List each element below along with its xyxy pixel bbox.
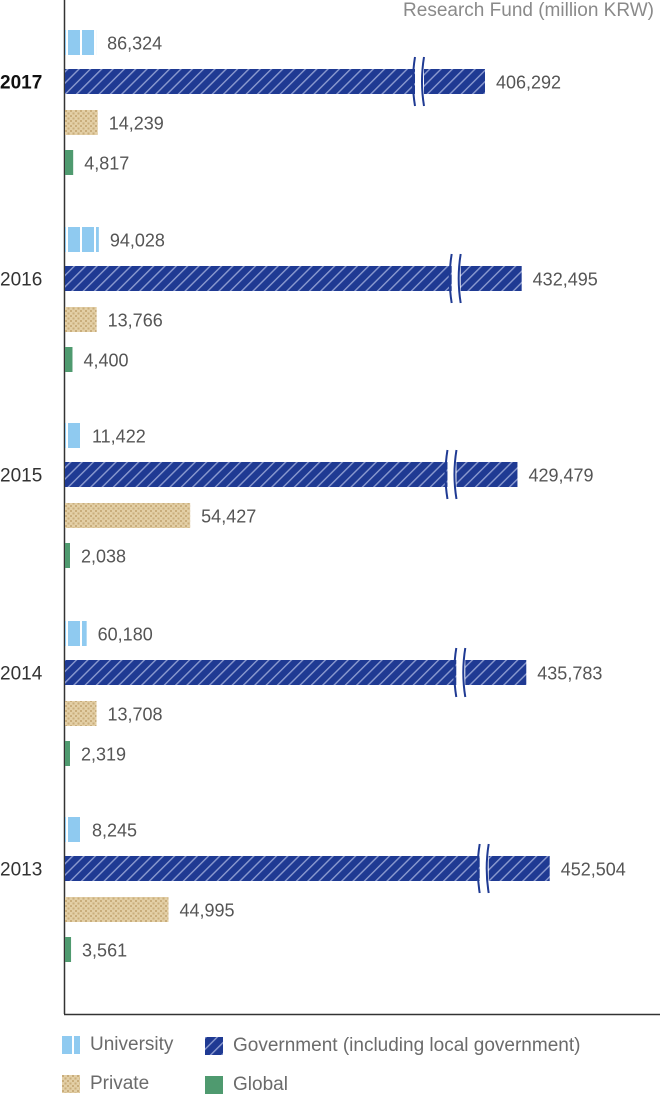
- bar-government-2014: [65, 660, 527, 685]
- bar-private-2015: [65, 503, 191, 528]
- axis-break-2016: [448, 253, 462, 304]
- unit-label: Research Fund (million KRW): [403, 0, 654, 21]
- bar-global-2014: [65, 741, 70, 766]
- bar-private-2017: [65, 110, 98, 135]
- axis-break-2014: [453, 647, 467, 698]
- legend-label-university: University: [90, 1034, 174, 1055]
- value-label-government-2016: 432,495: [533, 270, 598, 290]
- legend-label-global: Global: [233, 1074, 288, 1095]
- value-label-global-2013: 3,561: [82, 941, 127, 961]
- value-label-government-2014: 435,783: [537, 664, 602, 684]
- legend-swatch-government: [205, 1037, 223, 1055]
- category-label-2017: 2017: [0, 73, 42, 94]
- legend-item-private: Private: [62, 1073, 149, 1095]
- bar-global-2017: [65, 150, 74, 175]
- legend-item-government: Government (including local government): [205, 1035, 580, 1057]
- category-label-2014: 2014: [0, 664, 43, 685]
- bar-government-2016: [65, 266, 522, 291]
- value-label-private-2017: 14,239: [109, 114, 164, 134]
- bar-global-2016: [65, 347, 73, 372]
- value-label-private-2016: 13,766: [108, 311, 163, 331]
- category-label-2013: 2013: [0, 860, 42, 881]
- legend-swatch-private: [62, 1075, 80, 1093]
- axis-break-2017: [412, 56, 425, 107]
- legend-swatch-global: [205, 1076, 223, 1094]
- value-label-global-2014: 2,319: [81, 745, 126, 765]
- bar-private-2014: [65, 701, 97, 726]
- value-label-government-2013: 452,504: [561, 860, 626, 880]
- bar-university-2017: [65, 30, 97, 55]
- value-label-private-2015: 54,427: [201, 507, 256, 527]
- category-label-2016: 2016: [0, 270, 42, 291]
- bar-private-2016: [65, 307, 97, 332]
- bar-university-2016: [65, 227, 99, 252]
- bar-global-2013: [65, 937, 72, 962]
- bar-global-2015: [65, 543, 70, 568]
- bar-university-2015: [65, 423, 81, 448]
- value-label-government-2015: 429,479: [528, 466, 593, 486]
- bar-government-2013: [65, 856, 550, 881]
- bar-university-2013: [65, 817, 81, 842]
- value-label-government-2017: 406,292: [496, 73, 561, 93]
- value-label-university-2017: 86,324: [107, 34, 162, 54]
- value-label-university-2016: 94,028: [110, 231, 165, 251]
- legend-item-global: Global: [205, 1074, 288, 1096]
- value-label-global-2016: 4,400: [83, 351, 128, 371]
- value-label-university-2013: 8,245: [92, 821, 137, 841]
- value-label-global-2017: 4,817: [84, 154, 129, 174]
- bar-university-2014: [65, 621, 87, 646]
- value-label-private-2013: 44,995: [179, 901, 234, 921]
- legend-swatch-university: [62, 1036, 80, 1054]
- value-label-global-2015: 2,038: [81, 547, 126, 567]
- legend-item-university: University: [62, 1034, 173, 1056]
- axis-break-2013: [476, 843, 490, 894]
- axis-break-2015: [444, 449, 458, 500]
- category-label-2015: 2015: [0, 466, 42, 487]
- value-label-private-2014: 13,708: [108, 705, 163, 725]
- legend-label-government: Government (including local government): [233, 1035, 581, 1056]
- bar-private-2013: [65, 897, 169, 922]
- value-label-university-2014: 60,180: [98, 625, 153, 645]
- legend-label-private: Private: [90, 1073, 150, 1094]
- value-label-university-2015: 11,422: [92, 427, 146, 447]
- bar-government-2015: [65, 462, 518, 487]
